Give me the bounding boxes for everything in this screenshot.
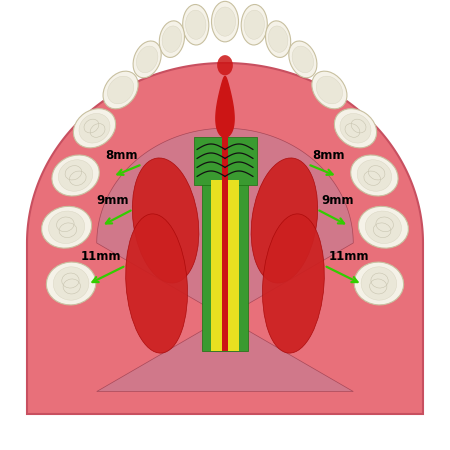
Ellipse shape (354, 262, 404, 305)
Ellipse shape (103, 71, 138, 109)
Text: 9mm: 9mm (321, 194, 354, 207)
Ellipse shape (162, 26, 182, 52)
Ellipse shape (244, 10, 265, 39)
Ellipse shape (357, 160, 392, 191)
Ellipse shape (53, 267, 89, 300)
Ellipse shape (73, 108, 116, 148)
Ellipse shape (136, 46, 158, 73)
Ellipse shape (262, 214, 324, 353)
Ellipse shape (133, 41, 161, 78)
Ellipse shape (289, 41, 317, 78)
Ellipse shape (108, 76, 134, 104)
Ellipse shape (212, 1, 239, 42)
Ellipse shape (361, 267, 397, 300)
Bar (211, 180, 239, 351)
Text: 11mm: 11mm (81, 250, 122, 263)
Text: 8mm: 8mm (105, 149, 138, 162)
Ellipse shape (351, 155, 398, 196)
Ellipse shape (126, 214, 188, 353)
Ellipse shape (58, 160, 93, 191)
Ellipse shape (266, 21, 291, 58)
Ellipse shape (340, 113, 371, 143)
Ellipse shape (365, 211, 401, 243)
Bar (222, 137, 228, 184)
Bar (222, 180, 228, 351)
Ellipse shape (312, 71, 347, 109)
Ellipse shape (159, 21, 184, 58)
Text: 9mm: 9mm (96, 194, 129, 207)
Polygon shape (97, 128, 353, 392)
Ellipse shape (251, 158, 318, 283)
Text: 8mm: 8mm (312, 149, 345, 162)
Bar (194, 137, 256, 184)
Ellipse shape (52, 155, 99, 196)
Text: 11mm: 11mm (328, 250, 369, 263)
Ellipse shape (217, 55, 233, 75)
Ellipse shape (316, 76, 342, 104)
Ellipse shape (79, 113, 110, 143)
Ellipse shape (292, 46, 314, 73)
Ellipse shape (41, 207, 92, 248)
Ellipse shape (49, 211, 85, 243)
Ellipse shape (185, 10, 206, 39)
Ellipse shape (215, 7, 235, 36)
Ellipse shape (358, 207, 409, 248)
Bar (202, 180, 248, 351)
Ellipse shape (183, 4, 209, 45)
Ellipse shape (132, 158, 199, 283)
Ellipse shape (241, 4, 267, 45)
Ellipse shape (334, 108, 377, 148)
Ellipse shape (268, 26, 288, 52)
Polygon shape (27, 63, 423, 414)
Ellipse shape (46, 262, 96, 305)
Polygon shape (216, 76, 234, 137)
